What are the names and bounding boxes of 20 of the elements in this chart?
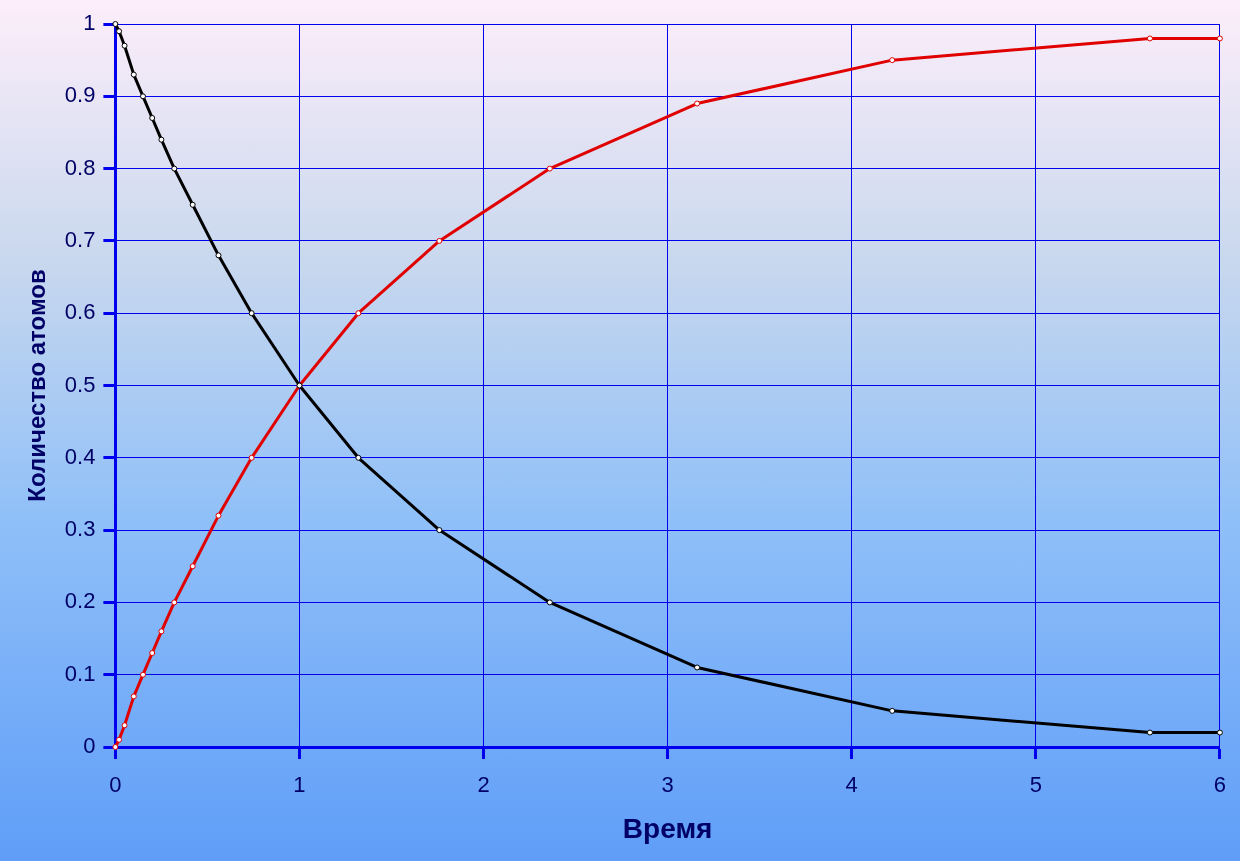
x-tick-label: 6 [1213, 772, 1227, 798]
x-tick-label: 2 [477, 772, 490, 798]
y-tick-label: 0.8 [64, 154, 96, 180]
y-tick-label: 1 [83, 10, 96, 36]
y-tick-label: 0.7 [64, 226, 96, 252]
x-tick-label: 0 [109, 772, 122, 798]
x-tick-label: 3 [661, 772, 674, 798]
y-tick-label: 0.1 [64, 660, 96, 686]
y-tick-label: 0.2 [64, 588, 96, 614]
y-tick-label: 0.9 [64, 82, 96, 108]
y-tick-label: 0.6 [64, 299, 96, 325]
y-tick-label: 0.3 [64, 516, 96, 542]
y-tick-label: 0.4 [64, 443, 96, 469]
x-tick-label: 1 [293, 772, 306, 798]
y-tick-label: 0.5 [64, 371, 96, 397]
x-tick-label: 4 [845, 772, 858, 798]
y-axis-title: Количество атомов [23, 269, 51, 502]
y-tick-label: 0 [83, 733, 96, 759]
x-tick-label: 5 [1029, 772, 1042, 798]
x-axis-title: Время [622, 812, 713, 844]
